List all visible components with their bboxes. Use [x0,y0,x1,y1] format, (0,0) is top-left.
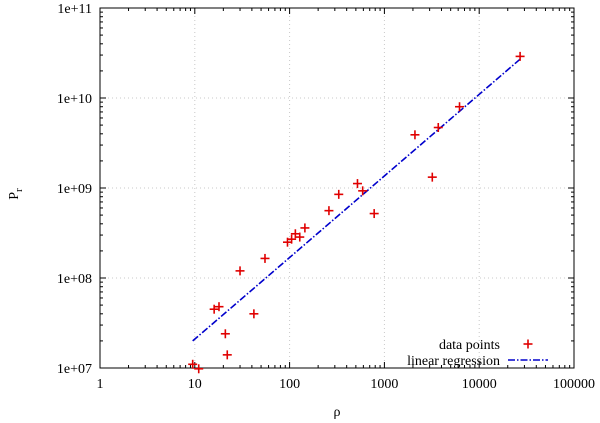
y-tick-label: 1e+07 [57,362,92,377]
data-point [427,172,437,182]
y-axis-ticks: 1e+07 1e+08 1e+09 1e+10 1e+11 [57,2,574,377]
x-tick-label: 100 [279,377,300,392]
x-axis-ticks: 1 10 100 1000 10000 100000 [97,8,595,392]
data-point [515,51,525,61]
x-axis-label: ρ [334,405,341,420]
regression-line [192,58,521,342]
data-point [358,186,368,196]
data-point [455,102,465,112]
data-point [287,234,297,244]
data-point [222,350,232,360]
data-point [433,123,443,133]
y-tick-label: 1e+09 [57,182,92,197]
data-point [214,302,224,312]
data-point [369,209,379,219]
data-point [324,206,334,216]
data-point [295,232,305,242]
x-tick-label: 100000 [553,377,595,392]
data-point [334,189,344,199]
x-tick-label: 10 [188,377,202,392]
x-tick-label: 1000 [370,377,398,392]
data-point [352,179,362,189]
y-axis-label-base: P [7,192,22,200]
data-point [188,359,198,369]
legend-label-linear-regression: linear regression [407,354,500,369]
data-point [194,364,204,374]
data-point [209,304,219,314]
y-tick-label: 1e+11 [57,2,92,17]
data-point [249,309,259,319]
regression-series [192,58,521,342]
y-axis-label-subscript: r [13,188,25,192]
y-tick-label: 1e+10 [57,92,92,107]
data-point [260,253,270,263]
legend-marker-data-points [523,339,533,349]
data-point [235,266,245,276]
legend-label-data-points: data points [439,338,500,353]
data-points-series [188,51,525,374]
data-point [300,223,310,233]
data-point [410,130,420,140]
x-tick-label: 1 [97,377,104,392]
x-tick-label: 10000 [462,377,497,392]
grid-lines [100,8,574,368]
y-tick-label: 1e+08 [57,272,92,287]
data-point [220,329,230,339]
y-axis-label: Pr [7,188,25,200]
